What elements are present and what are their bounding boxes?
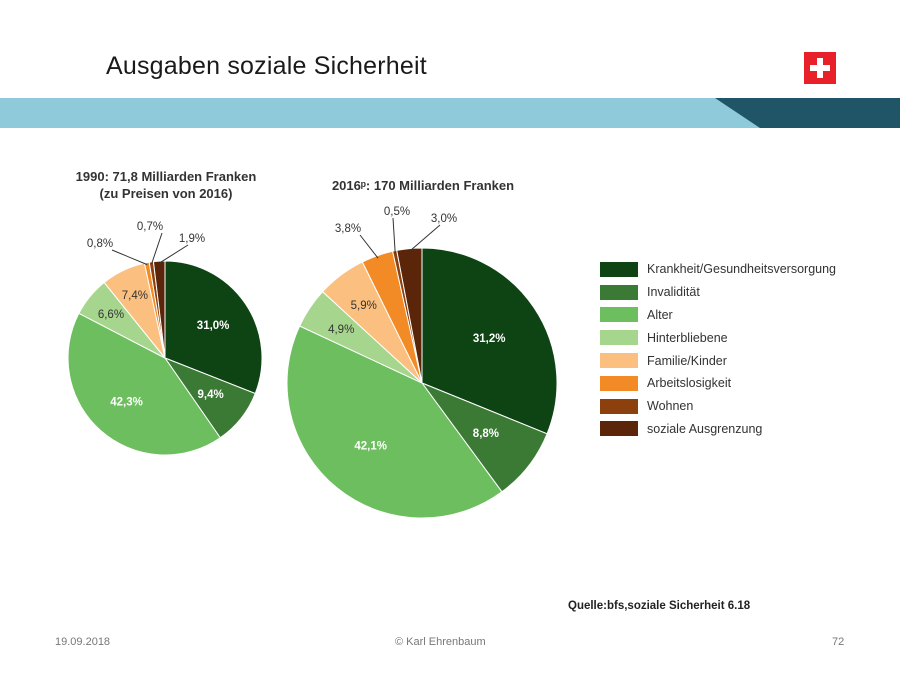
legend-swatch (600, 375, 638, 391)
pie-1990-slice-2 (67, 312, 221, 456)
pie-2016-label-4: 5,9% (351, 300, 377, 312)
pie-2016-title: 2016ᵖ: 170 Milliarden Franken (331, 178, 515, 193)
legend-swatch (600, 421, 638, 437)
pie-1990-label-4: 7,4% (122, 290, 148, 302)
pie-1990-leader-7 (159, 244, 189, 264)
pie-1990-slice-7 (152, 260, 166, 359)
slide-title: Ausgaben soziale Sicherheit (106, 52, 427, 80)
pie-2016-label-1: 8,8% (473, 428, 499, 440)
footer-page-number: 72 (832, 636, 845, 648)
pie-2016-label-5: 3,8% (335, 223, 361, 235)
legend-swatch (600, 330, 638, 346)
pie-1990-leader-6 (151, 232, 163, 265)
pie-2016-label-0: 31,2% (473, 333, 506, 345)
footer-author: © Karl Ehrenbaum (395, 636, 486, 648)
legend-swatch (600, 261, 638, 277)
pie-2016-leader-6 (392, 217, 396, 254)
pie-1990-title-block: 1990: 71,8 Milliarden Franken (zu Preise… (55, 168, 277, 202)
pie-2016-slice-2 (286, 325, 503, 519)
pie-1990-label-7: 1,9% (179, 233, 205, 245)
pie-1990-subtitle: (zu Preisen von 2016) (99, 186, 233, 201)
legend-item: Krankheit/Gesundheitsversorgung (600, 258, 836, 281)
pie-1990-label-1: 9,4% (198, 389, 224, 401)
pie-1990-title: 1990: 71,8 Milliarden Franken (75, 169, 257, 184)
legend-label: Arbeitslosigkeit (647, 376, 732, 391)
pie-1990-label-0: 31,0% (197, 320, 230, 332)
legend-item: soziale Ausgrenzung (600, 418, 836, 441)
pie-2016-slice-7 (396, 247, 423, 384)
legend-swatch (600, 353, 638, 369)
legend-label: Invalidität (647, 285, 700, 300)
header-band (0, 98, 900, 128)
legend-item: Familie/Kinder (600, 349, 836, 372)
legend-item: Arbeitslosigkeit (600, 372, 836, 395)
source-note: Quelle:bfs,soziale Sicherheit 6.18 (568, 600, 751, 612)
pie-2016-label-3: 4,9% (328, 324, 354, 336)
pie-1990-label-2: 42,3% (110, 397, 143, 409)
legend-label: soziale Ausgrenzung (647, 421, 763, 436)
legend-swatch (600, 307, 638, 323)
pie-1990-label-6: 0,7% (137, 221, 163, 233)
pie-2016-label-7: 3,0% (431, 213, 457, 225)
footer-date: 19.09.2018 (55, 636, 111, 648)
pie-2016-leader-7 (409, 224, 441, 252)
legend-label: Krankheit/Gesundheitsversorgung (647, 262, 837, 277)
pie-1990-label-5: 0,8% (87, 238, 113, 250)
pie-2016-label-2: 42,1% (354, 441, 387, 453)
legend-item: Hinterbliebene (600, 326, 836, 349)
legend-item: Alter (600, 304, 836, 327)
legend-item: Invalidität (600, 281, 836, 304)
pie-2016-slice-0 (421, 247, 558, 435)
pie-2016-leader-5 (359, 234, 379, 259)
legend-label: Familie/Kinder (647, 353, 727, 368)
legend-label: Wohnen (647, 399, 694, 414)
pie-2016-label-6: 0,5% (384, 206, 410, 218)
pie-1990-label-3: 6,6% (98, 309, 124, 321)
pie-1990-slice-0 (164, 260, 263, 395)
legend-item: Wohnen (600, 395, 836, 418)
legend-swatch (600, 284, 638, 300)
legend: Krankheit/Gesundheitsversorgung Invalidi… (600, 258, 836, 440)
pie-1990-leader-5 (111, 249, 148, 266)
legend-label: Hinterbliebene (647, 330, 728, 345)
swiss-flag-icon (804, 52, 836, 84)
legend-swatch (600, 398, 638, 414)
legend-label: Alter (647, 307, 673, 322)
